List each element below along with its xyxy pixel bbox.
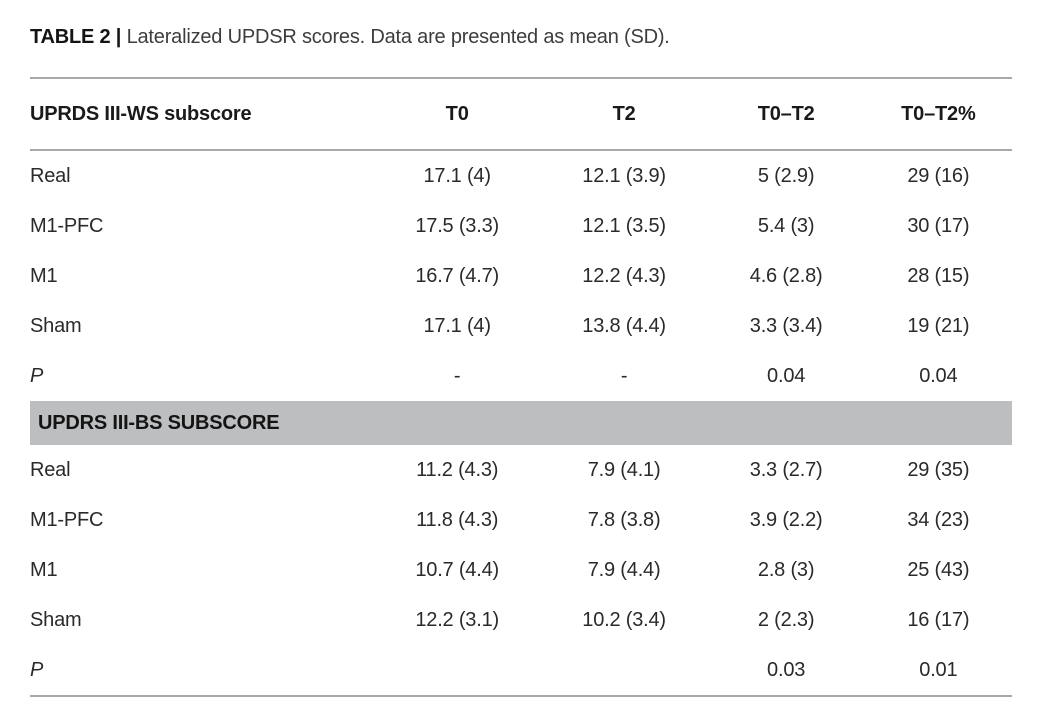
- cell-value: 5.4 (3): [757, 214, 815, 237]
- cell-value: 30 (17): [907, 214, 970, 237]
- cell-value: 3.9 (2.2): [749, 508, 823, 531]
- row-label: M1: [30, 558, 58, 581]
- cell-value: [541, 645, 708, 696]
- cell-value: 12.1 (3.5): [582, 214, 666, 237]
- cell-value: 28 (15): [907, 264, 970, 287]
- cell-value: 11.8 (4.3): [416, 508, 499, 531]
- cell-value: -: [620, 364, 628, 387]
- cell-value: 16.7 (4.7): [415, 264, 499, 287]
- row-label: M1-PFC: [30, 508, 104, 531]
- cell-value: 17.1 (4): [423, 164, 491, 187]
- column-header-t0: T0: [373, 78, 541, 151]
- cell-value: 7.8 (3.8): [587, 508, 661, 531]
- row-label: M1-PFC: [30, 214, 104, 237]
- cell-value: 13.8 (4.4): [582, 314, 666, 337]
- row-label: Sham: [30, 314, 82, 337]
- row-label: Real: [30, 458, 71, 481]
- table-row: P 0.03 0.01: [30, 645, 1012, 696]
- table-row: M1 16.7 (4.7) 12.2 (4.3) 4.6 (2.8) 28 (15): [30, 251, 1012, 301]
- row-label: Sham: [30, 608, 82, 631]
- cell-value: -: [453, 364, 461, 387]
- cell-value: 16 (17): [907, 608, 970, 631]
- table-row: P - - 0.04 0.04: [30, 351, 1012, 401]
- column-header-t2: T2: [540, 78, 708, 151]
- cell-value: 7.9 (4.4): [587, 558, 661, 581]
- cell-value: [374, 645, 541, 696]
- cell-value: 3.3 (2.7): [749, 458, 823, 481]
- cell-value: 12.2 (4.3): [582, 264, 666, 287]
- row-label: P: [30, 658, 44, 681]
- cell-value: 17.5 (3.3): [415, 214, 499, 237]
- column-header-t0-t2: T0–T2: [707, 78, 865, 151]
- cell-value: 2.8 (3): [757, 558, 815, 581]
- cell-value: 0.04: [767, 364, 806, 387]
- cell-value: 12.2 (3.1): [415, 608, 499, 631]
- table-row: Real 17.1 (4) 12.1 (3.9) 5 (2.9) 29 (16): [30, 150, 1012, 201]
- table-row: M1 10.7 (4.4) 7.9 (4.4) 2.8 (3) 25 (43): [30, 545, 1012, 595]
- cell-value: 10.2 (3.4): [582, 608, 666, 631]
- cell-value: 4.6 (2.8): [749, 264, 823, 287]
- cell-value: 25 (43): [907, 558, 970, 581]
- section-header-row: UPDRS III-BS SUBSCORE: [30, 401, 1012, 445]
- table-body: Real 17.1 (4) 12.1 (3.9) 5 (2.9) 29 (16) M1-P…: [30, 150, 1012, 696]
- row-label: M1: [30, 264, 58, 287]
- table-caption-label: TABLE 2 |: [30, 26, 122, 48]
- cell-value: 7.9 (4.1): [587, 458, 661, 481]
- column-header-t0-t2-pct: T0–T2%: [864, 78, 1012, 151]
- section-header: UPDRS III-BS SUBSCORE: [30, 401, 1012, 445]
- table-caption: TABLE 2 | Lateralized UPDSR scores. Data…: [30, 24, 1012, 50]
- table-row: Sham 12.2 (3.1) 10.2 (3.4) 2 (2.3) 16 (17): [30, 595, 1012, 645]
- cell-value: 11.2 (4.3): [416, 458, 499, 481]
- cell-value: 29 (35): [907, 458, 970, 481]
- table-row: M1-PFC 11.8 (4.3) 7.8 (3.8) 3.9 (2.2) 34 (23…: [30, 495, 1012, 545]
- cell-value: 29 (16): [907, 164, 970, 187]
- cell-value: 0.03: [767, 658, 806, 681]
- cell-value: 0.01: [919, 658, 958, 681]
- row-label: Real: [30, 164, 71, 187]
- table-row: Real 11.2 (4.3) 7.9 (4.1) 3.3 (2.7) 29 (35): [30, 445, 1012, 495]
- table-caption-text: Lateralized UPDSR scores. Data are prese…: [126, 26, 670, 48]
- cell-value: 19 (21): [907, 314, 970, 337]
- cell-value: 5 (2.9): [757, 164, 815, 187]
- cell-value: 0.04: [919, 364, 958, 387]
- table-header-row: UPRDS III-WS subscore T0 T2 T0–T2 T0–T2%: [30, 78, 1012, 151]
- table-row: M1-PFC 17.5 (3.3) 12.1 (3.5) 5.4 (3) 30 (17): [30, 201, 1012, 251]
- table-figure: TABLE 2 | Lateralized UPDSR scores. Data…: [30, 24, 1012, 697]
- column-header-subscore: UPRDS III-WS subscore: [30, 78, 374, 151]
- cell-value: 12.1 (3.9): [582, 164, 666, 187]
- cell-value: 34 (23): [907, 508, 970, 531]
- cell-value: 2 (2.3): [757, 608, 815, 631]
- table-row: Sham 17.1 (4) 13.8 (4.4) 3.3 (3.4) 19 (21): [30, 301, 1012, 351]
- cell-value: 17.1 (4): [423, 314, 491, 337]
- row-label: P: [30, 364, 44, 387]
- lateralized-updrs-table: UPRDS III-WS subscore T0 T2 T0–T2 T0–T2%…: [30, 77, 1012, 697]
- cell-value: 3.3 (3.4): [749, 314, 823, 337]
- cell-value: 10.7 (4.4): [415, 558, 499, 581]
